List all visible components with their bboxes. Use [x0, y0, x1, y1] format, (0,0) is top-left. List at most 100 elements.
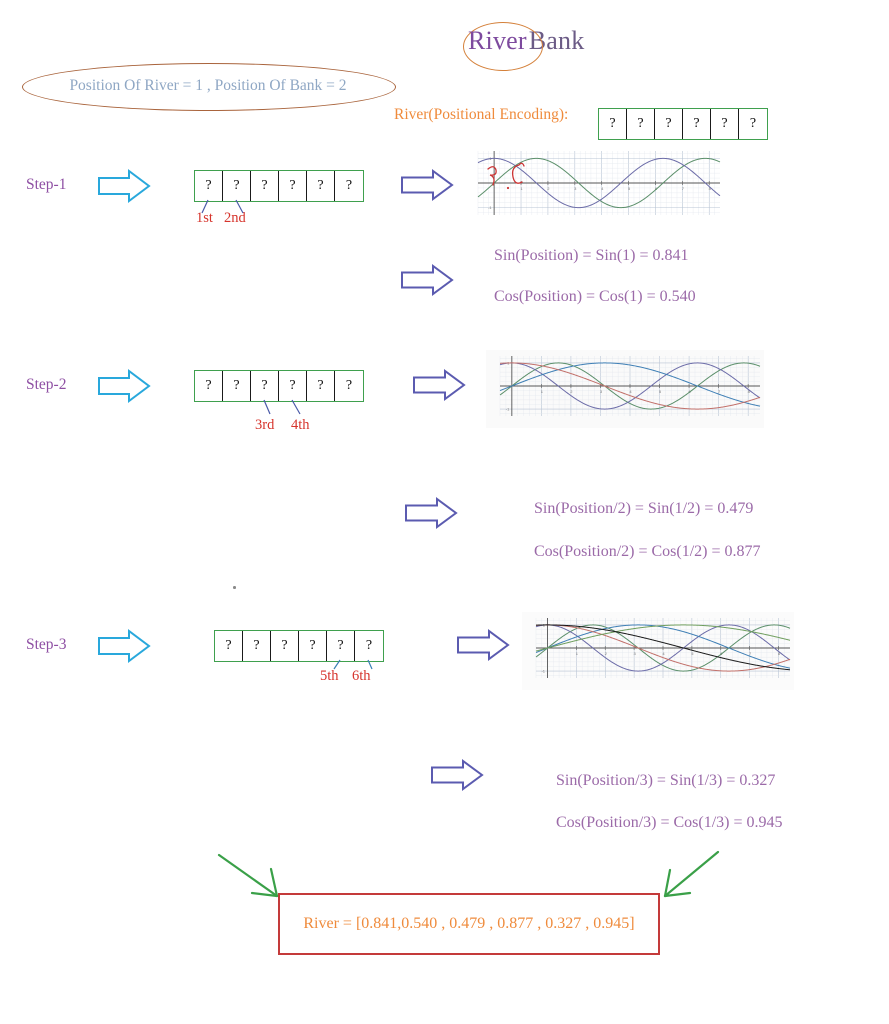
step-3-label: Step-3 [26, 636, 67, 653]
plot-series-sinx3 [535, 624, 791, 652]
plot-series-sinx [477, 157, 721, 209]
cyan-block-arrow-step-2 [98, 369, 151, 403]
plot-background [522, 612, 794, 690]
equation-step-3-sin: Sin(Position/3) = Sin(1/3) = 0.327 [556, 772, 776, 789]
svg-text:1: 1 [541, 389, 544, 394]
block-arrow-step2-to-equations [405, 497, 458, 529]
green-arrow-right-head [663, 868, 692, 898]
block-arrow-step3-to-plot [457, 629, 510, 661]
block-arrow-step3-to-equations [431, 759, 484, 791]
strip-cell: ? [279, 171, 307, 201]
svg-text:7: 7 [682, 186, 685, 191]
plot-series-cosx3 [535, 624, 791, 671]
annotation-c-mark [511, 162, 525, 184]
plot-2-svg: 1 2 3 4 5 6 7 8-11 [486, 350, 764, 428]
strip-cell: ? [627, 109, 655, 139]
svg-text:8: 8 [778, 651, 781, 656]
page-title: RiverBank [466, 26, 584, 56]
green-arrow-left-head [250, 867, 279, 898]
leader-line-3rd [263, 399, 271, 415]
plot-series-cosx [477, 157, 721, 209]
annotation-dot [506, 186, 510, 190]
ordinal-label-2nd: 2nd [224, 210, 246, 226]
ordinal-label-1st: 1st [196, 210, 213, 226]
strip-cell: ? [271, 631, 299, 661]
cyan-block-arrow-step-3 [98, 629, 151, 663]
plot-series-sinx2 [535, 624, 791, 669]
svg-text:5: 5 [659, 389, 662, 394]
sine-cosine-plot-step-1: 1 2 3 4 5 6 7 8 -1 1 [462, 143, 724, 231]
result-text: River = [0.841,0.540 , 0.479 , 0.877 , 0… [303, 915, 635, 932]
svg-text:3: 3 [634, 651, 637, 656]
svg-text:2: 2 [570, 389, 573, 394]
strip-cell: ? [327, 631, 355, 661]
stray-speck [233, 586, 236, 589]
result-box [278, 893, 660, 955]
strip-cell: ? [655, 109, 683, 139]
strip-cell: ? [365, 638, 373, 653]
annotation-s-mark [487, 166, 497, 186]
equation-step-2-cos: Cos(Position/2) = Cos(1/2) = 0.877 [534, 543, 761, 560]
svg-text:7: 7 [718, 389, 721, 394]
plot-series-cosx2 [535, 624, 791, 672]
premise-ellipse [22, 63, 396, 111]
strip-cell: ? [279, 371, 307, 401]
strip-cell: ? [683, 109, 711, 139]
positional-encoding-label: River(Positional Encoding): [394, 106, 569, 123]
strip-cell: ? [307, 371, 335, 401]
ordinal-label-3rd: 3rd [255, 417, 275, 433]
token-strip-step-2: ? ? ? ? ? ? [194, 370, 364, 402]
svg-text:7: 7 [749, 651, 752, 656]
title-ellipse [463, 22, 543, 71]
svg-text:8: 8 [709, 186, 712, 191]
block-arrow-step1-to-plot [401, 169, 454, 201]
strip-cell: ? [749, 116, 757, 131]
svg-text:8: 8 [748, 389, 751, 394]
plot-1-svg: 1 2 3 4 5 6 7 8-11 [462, 143, 724, 231]
svg-text:1: 1 [576, 651, 579, 656]
svg-text:4: 4 [662, 651, 665, 656]
svg-text:-1: -1 [488, 205, 492, 210]
strip-cell: ? [251, 371, 279, 401]
svg-text:2: 2 [547, 186, 550, 191]
strip-cell: ? [251, 171, 279, 201]
svg-text:4: 4 [629, 389, 632, 394]
ordinal-label-4th: 4th [291, 417, 310, 433]
strip-cell: ? [599, 109, 627, 139]
equation-step-1-sin: Sin(Position) = Sin(1) = 0.841 [494, 247, 689, 264]
premise-text: Position Of River = 1 , Position Of Bank… [69, 77, 347, 94]
green-arrow-left-shaft [217, 853, 279, 898]
strip-cell: ? [195, 171, 223, 201]
svg-text:3: 3 [600, 389, 603, 394]
token-strip-step-1: ? ? ? ? ? ? [194, 170, 364, 202]
title-word-river: River [468, 26, 527, 55]
ordinal-label-6th: 6th [352, 668, 371, 684]
strip-cell: ? [345, 378, 353, 393]
plot-3-svg: 1 2 3 4 5 6 7 8-11 [522, 612, 794, 690]
svg-text:5: 5 [691, 651, 694, 656]
green-arrow-right-shaft [663, 850, 720, 898]
plot-series-cosx [535, 624, 791, 672]
strip-cell: ? [345, 178, 353, 193]
plot-background [486, 350, 764, 428]
svg-text:4: 4 [601, 186, 604, 191]
step-1-label: Step-1 [26, 176, 67, 193]
equation-step-3-cos: Cos(Position/3) = Cos(1/3) = 0.945 [556, 814, 783, 831]
svg-text:2: 2 [605, 651, 608, 656]
ordinal-label-5th: 5th [320, 668, 339, 684]
strip-cell: ? [307, 171, 335, 201]
svg-text:3: 3 [574, 186, 577, 191]
token-strip-positional-encoding: ? ? ? ? ? ? [598, 108, 768, 140]
plot-handwritten-annotations [487, 162, 525, 190]
token-strip-step-3: ? ? ? ? ? ? [214, 630, 384, 662]
svg-text:5: 5 [628, 186, 631, 191]
equation-step-2-sin: Sin(Position/2) = Sin(1/2) = 0.479 [534, 500, 754, 517]
strip-cell: ? [215, 631, 243, 661]
svg-text:1: 1 [520, 186, 523, 191]
sine-cosine-plot-step-3: 1 2 3 4 5 6 7 8 -1 1 [522, 612, 794, 690]
step-2-label: Step-2 [26, 376, 67, 393]
block-arrow-step1-to-equations [401, 264, 454, 296]
plot-background [462, 143, 724, 231]
